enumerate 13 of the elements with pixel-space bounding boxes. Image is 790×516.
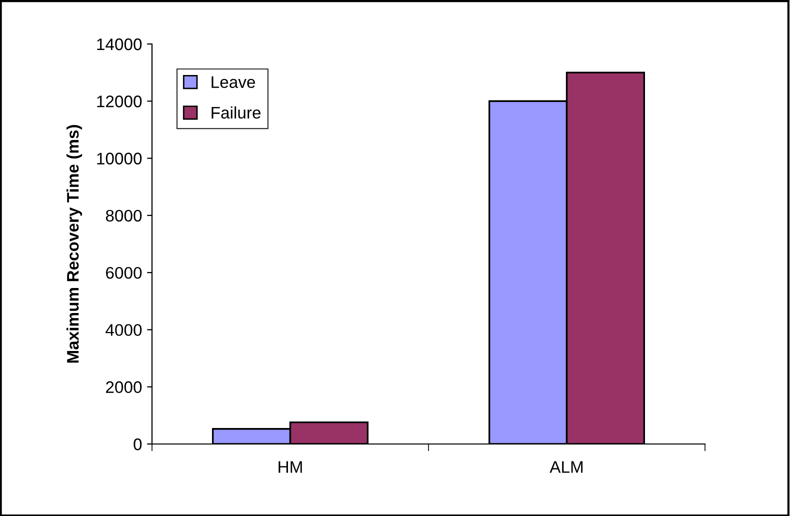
y-tick-label: 14000 [97,38,142,50]
y-tick-label: 8000 [106,210,142,222]
y-tick-label: 4000 [106,324,142,336]
legend-label: Leave [212,76,256,88]
x-tick-label: ALM [550,461,583,473]
y-tick-label: 6000 [106,266,142,279]
y-axis-title: Maximum Recovery Time (ms) [66,125,82,363]
legend-label: Failure [212,106,261,119]
y-tick-label: 12000 [97,96,142,108]
x-tick-label: HM [278,461,302,473]
y-tick-label: 10000 [97,152,142,164]
y-tick-label: 0 [134,438,142,450]
y-tick-label: 2000 [106,381,142,394]
